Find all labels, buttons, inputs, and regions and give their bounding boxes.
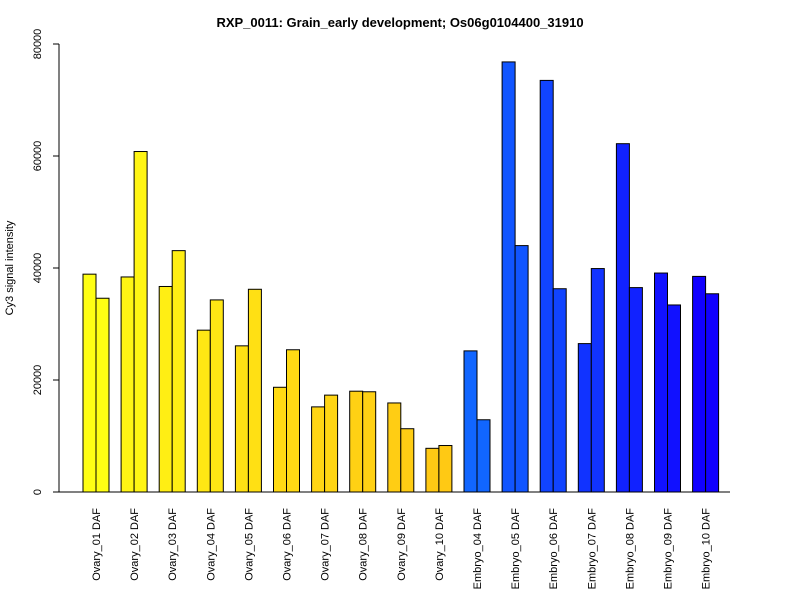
bar <box>539 79 554 493</box>
y-tick-label: 80000 <box>32 29 44 60</box>
bar <box>667 304 681 493</box>
bar <box>95 297 110 493</box>
bar <box>615 143 630 493</box>
bar <box>654 272 668 493</box>
x-tick-label: Ovary_08 DAF <box>358 508 370 581</box>
y-axis-ticks: 0 20000 40000 60000 80000 <box>32 29 59 495</box>
x-tick-label: Embryo_04 DAF <box>472 508 484 590</box>
bar <box>171 250 186 493</box>
bar <box>82 273 97 493</box>
bars-group <box>82 61 720 493</box>
bar <box>234 345 249 493</box>
x-tick-label: Ovary_03 DAF <box>167 508 179 581</box>
bar <box>362 391 377 493</box>
x-tick-label: Ovary_10 DAF <box>434 508 446 581</box>
bar <box>552 288 567 493</box>
bar <box>577 343 592 493</box>
bar <box>425 447 440 493</box>
bar <box>705 293 720 493</box>
x-tick-label: Embryo_10 DAF <box>701 508 713 590</box>
bar <box>120 276 135 493</box>
chart-title: RXP_0011: Grain_early development; Os06g… <box>216 15 583 30</box>
bar <box>158 285 173 493</box>
bar <box>273 386 287 493</box>
y-tick-label: 20000 <box>32 365 44 396</box>
bar <box>438 445 453 493</box>
bar <box>247 288 262 493</box>
x-tick-label: Embryo_05 DAF <box>510 508 522 590</box>
x-tick-label: Ovary_01 DAF <box>91 508 103 581</box>
y-tick-label: 40000 <box>32 253 44 284</box>
x-tick-label: Embryo_07 DAF <box>586 508 598 590</box>
y-axis-label: Cy3 signal intensity <box>4 220 16 315</box>
x-tick-label: Ovary_06 DAF <box>282 508 294 581</box>
x-tick-label: Ovary_02 DAF <box>129 508 141 581</box>
bar <box>628 287 643 493</box>
bar <box>501 61 516 493</box>
x-tick-label: Ovary_05 DAF <box>243 508 255 581</box>
bar <box>286 349 300 493</box>
x-tick-label: Embryo_06 DAF <box>548 508 560 590</box>
y-tick-label: 60000 <box>32 141 44 172</box>
bar <box>400 428 415 493</box>
bar <box>324 394 339 493</box>
x-tick-label: Ovary_09 DAF <box>396 508 408 581</box>
x-tick-label: Ovary_04 DAF <box>205 508 217 581</box>
bar <box>349 390 364 493</box>
bar <box>387 402 402 493</box>
bar <box>590 268 605 493</box>
x-tick-label: Embryo_09 DAF <box>663 508 675 590</box>
bar <box>311 406 326 493</box>
category-labels: Ovary_01 DAF Ovary_02 DAF Ovary_03 DAF Ovar… <box>91 508 713 590</box>
x-tick-label: Ovary_07 DAF <box>320 508 332 581</box>
bar <box>463 350 478 493</box>
bar <box>692 275 707 493</box>
bar <box>476 419 491 493</box>
bar <box>133 151 148 493</box>
x-tick-label: Embryo_08 DAF <box>624 508 636 590</box>
bar <box>209 299 224 493</box>
y-tick-label: 0 <box>32 489 44 495</box>
bar <box>196 329 211 493</box>
bar <box>514 245 529 493</box>
